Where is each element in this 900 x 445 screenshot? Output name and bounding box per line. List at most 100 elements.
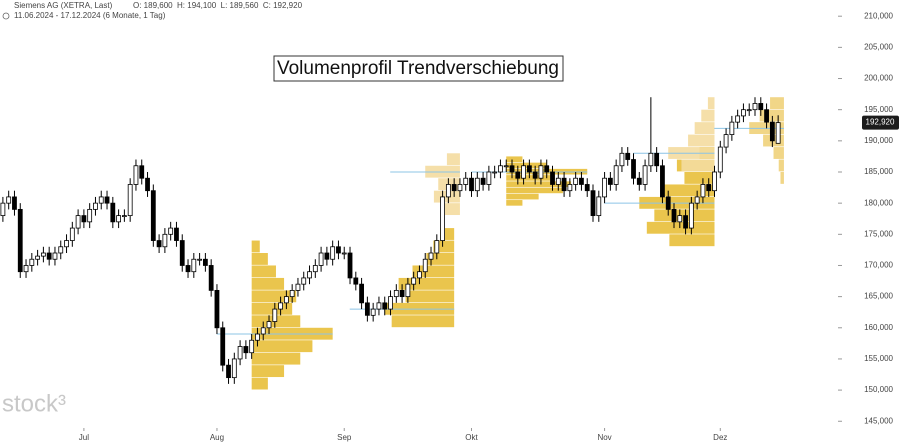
candle-body: [17, 208, 23, 273]
y-tick-label: 150,000: [864, 385, 893, 394]
candle-body: [636, 177, 642, 185]
candle-body: [625, 152, 631, 160]
volume-bin: [759, 109, 784, 122]
candle-body: [330, 246, 336, 260]
candle-body: [370, 308, 376, 316]
candle-body: [289, 289, 295, 298]
candle-body: [411, 277, 417, 285]
candle-body: [35, 255, 41, 260]
candle-body: [145, 177, 150, 192]
volume-bin: [669, 234, 715, 247]
y-tick-label: 195,000: [864, 105, 893, 114]
candle-body: [665, 196, 671, 210]
candle-body: [156, 240, 162, 248]
x-tick-label: Nov: [597, 433, 611, 442]
volume-bin: [694, 122, 715, 135]
candle-body: [121, 215, 127, 218]
volume-bin: [426, 253, 455, 265]
y-tick-label: 200,000: [864, 74, 893, 83]
candle-body: [775, 122, 781, 144]
candle-body: [509, 165, 515, 173]
candle-body: [521, 165, 526, 179]
candle-body: [75, 215, 81, 229]
candle-body: [116, 215, 122, 223]
candle-body: [590, 190, 596, 217]
volume-bin: [251, 340, 313, 353]
last-price-label: 192,920: [866, 118, 895, 127]
candle-body: [550, 171, 555, 185]
candle-body: [677, 215, 683, 223]
candle-body: [341, 252, 347, 255]
volume-bin: [780, 171, 784, 184]
volume-bin: [251, 253, 268, 265]
candle-body: [93, 202, 98, 210]
candle-body: [758, 103, 764, 111]
y-tick-label: 210,000: [864, 11, 893, 20]
candle-body: [0, 202, 6, 217]
candle-body: [6, 196, 12, 204]
candle-body: [526, 165, 532, 173]
candle-body: [249, 339, 255, 354]
y-tick-label: 185,000: [864, 167, 893, 176]
volume-bin: [251, 277, 285, 290]
candle-body: [243, 346, 249, 354]
candle-body: [318, 252, 324, 266]
candle-body: [58, 246, 64, 254]
candle-body: [445, 184, 451, 198]
volume-bin: [701, 109, 715, 122]
candle-body: [735, 115, 741, 123]
candle-body: [688, 202, 694, 229]
candle-body: [98, 196, 104, 204]
candle-body: [220, 327, 226, 366]
candle-body: [440, 196, 445, 241]
volume-bin: [506, 193, 539, 200]
volume-bin: [412, 265, 455, 278]
candle-body: [631, 159, 636, 179]
candle-body: [179, 240, 185, 266]
x-tick-label: Jul: [79, 433, 89, 442]
y-tick-label: 165,000: [864, 292, 893, 301]
candle-body: [660, 165, 665, 198]
candle-body: [544, 165, 550, 173]
candle-body: [376, 302, 382, 310]
volume-bin: [506, 200, 523, 206]
candle-body: [769, 121, 775, 142]
candle-body: [139, 165, 145, 179]
candle-body: [336, 246, 341, 254]
candle-body: [579, 177, 584, 185]
volume-bin: [778, 159, 784, 172]
candle-body: [301, 277, 307, 285]
y-tick-label: 175,000: [864, 229, 893, 238]
candle-body: [417, 271, 422, 279]
candle-body: [717, 146, 723, 173]
candle-body: [451, 184, 457, 192]
candle-body: [607, 177, 613, 185]
candle-body: [434, 240, 440, 254]
candle-body: [584, 184, 590, 192]
candle-body: [619, 152, 625, 167]
header-ohlc: O: 189,600 H: 194,100 L: 189,560 C: 192,…: [133, 1, 303, 10]
candle-body: [538, 165, 544, 179]
candle-body: [480, 177, 486, 185]
candle-body: [498, 165, 503, 173]
volume-bin: [251, 377, 268, 390]
candle-body: [648, 152, 654, 167]
candle-body: [150, 190, 156, 241]
candle-body: [364, 302, 370, 316]
candle-body: [474, 177, 480, 192]
candle-body: [307, 271, 312, 279]
candle-body: [393, 289, 399, 298]
candle-body: [503, 165, 509, 168]
candle-body: [278, 302, 283, 310]
candle-body: [174, 227, 179, 241]
y-tick-label: 190,000: [864, 136, 893, 145]
candle-body: [602, 177, 607, 198]
volume-bin: [707, 97, 715, 110]
candle-body: [752, 103, 758, 111]
candle-body: [295, 283, 301, 291]
volume-bin: [398, 277, 455, 290]
candle-body: [515, 171, 521, 179]
candle-body: [422, 258, 428, 273]
candle-body: [29, 258, 35, 266]
candle-body: [700, 184, 706, 198]
